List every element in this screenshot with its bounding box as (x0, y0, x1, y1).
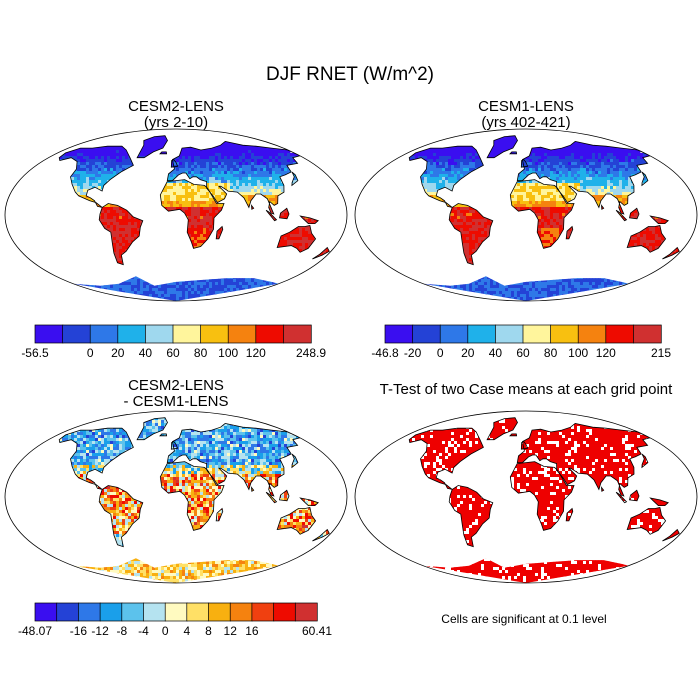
colorbar-tick-label: -20 (404, 346, 422, 360)
colorbar-swatch (186, 602, 210, 622)
colorbar-swatch (294, 602, 318, 622)
colorbar-tick-label: 60 (166, 346, 180, 360)
map-boundary (354, 128, 698, 302)
map-panel-p2 (354, 128, 698, 302)
colorbar-swatch (145, 324, 174, 344)
colorbar-swatch (255, 324, 285, 344)
colorbar-tick-label: 0 (87, 346, 94, 360)
colorbar-tick-label: 0 (162, 624, 169, 638)
data-cells (409, 417, 680, 583)
colorbar-swatch (633, 324, 662, 344)
panel-subtitle-difference: - CESM1-LENS (123, 394, 228, 410)
colorbar-tick-label: 20 (111, 346, 125, 360)
colorbar-tick-label: 120 (596, 346, 616, 360)
colorbar-swatch (164, 602, 188, 622)
colorbar-swatch (121, 602, 145, 622)
colorbar-swatch (34, 324, 64, 344)
colorbar-p1: -56.5 0 20 40 60 80 100 120 248.9 (21, 324, 326, 360)
colorbar-tick-label: 0 (437, 346, 444, 360)
coastlines (408, 417, 680, 548)
colorbar-tick-label: 40 (489, 346, 503, 360)
panel-title-cesm1: CESM1-LENS (478, 99, 574, 115)
figure-title: DJF RNET (W/m^2) (266, 64, 434, 86)
colorbar-tick-label: 12 (224, 624, 238, 638)
colorbar-tick-label: -8 (116, 624, 127, 638)
panel-subtitle-cesm2: (yrs 2-10) (144, 115, 208, 131)
colorbar-swatch (172, 324, 202, 344)
map-boundary (4, 128, 348, 302)
colorbar-swatch (522, 324, 552, 344)
coastlines (408, 135, 680, 266)
colorbar-swatch (495, 324, 524, 344)
significance-note: Cells are significant at 0.1 level (441, 612, 606, 626)
colorbar-swatch (605, 324, 635, 344)
colorbar-tick-label: 80 (194, 346, 208, 360)
map-panel-p4 (354, 410, 698, 584)
colorbar-swatch (550, 324, 579, 344)
colorbar-swatch (412, 324, 441, 344)
colorbar-swatch (384, 324, 414, 344)
colorbar-swatch (227, 324, 257, 344)
colorbar-swatch (439, 324, 469, 344)
colorbar-tick-label: -16 (70, 624, 88, 638)
colorbar-swatch (229, 602, 253, 622)
map-panel-p3 (4, 410, 348, 584)
colorbar-swatch (89, 324, 119, 344)
colorbar-tick-label: -12 (91, 624, 109, 638)
colorbar-p3: -48.07 -16 -12 -8 -4 0 4 8 12 16 60.41 (18, 602, 332, 638)
colorbar-swatch (467, 324, 497, 344)
colorbar-p2: -46.8 -20 0 20 40 60 80 100 120 215 (371, 324, 671, 360)
colorbar-swatch (78, 602, 101, 622)
data-cells (409, 135, 680, 301)
colorbar-swatch (143, 602, 166, 622)
colorbar-swatch (34, 602, 58, 622)
colorbar-tick-label: 100 (218, 346, 238, 360)
colorbar-tick-label: -46.8 (371, 346, 399, 360)
panel-title-difference: CESM2-LENS (128, 378, 224, 394)
colorbar-tick-label: 60 (516, 346, 530, 360)
colorbar-tick-label: 40 (139, 346, 153, 360)
colorbar-tick-label: 100 (568, 346, 588, 360)
data-cells (59, 417, 330, 583)
colorbar-swatch (283, 324, 312, 344)
colorbar-swatch (62, 324, 91, 344)
panel-title-ttest: T-Test of two Case means at each grid po… (380, 382, 673, 398)
map-panel-p1 (4, 128, 348, 302)
colorbar-tick-label: 80 (544, 346, 558, 360)
colorbar-tick-label: -4 (138, 624, 149, 638)
colorbar-tick-label: 4 (183, 624, 190, 638)
colorbar-swatch (273, 602, 296, 622)
colorbar-swatch (577, 324, 607, 344)
colorbar-tick-label: 215 (651, 346, 671, 360)
colorbar-tick-label: 248.9 (296, 346, 326, 360)
panel-title-cesm2: CESM2-LENS (128, 99, 224, 115)
colorbar-tick-label: 20 (461, 346, 475, 360)
colorbar-swatch (208, 602, 231, 622)
colorbar-swatch (117, 324, 147, 344)
colorbar-swatch (251, 602, 275, 622)
colorbar-swatch (99, 602, 123, 622)
colorbar-tick-label: -56.5 (21, 346, 49, 360)
map-boundary (4, 410, 348, 584)
colorbar-tick-label: 8 (205, 624, 212, 638)
colorbar-tick-label: 60.41 (302, 624, 332, 638)
colorbar-tick-label: -48.07 (18, 624, 52, 638)
map-boundary (354, 410, 698, 584)
panel-subtitle-cesm1: (yrs 402-421) (481, 115, 570, 131)
coastlines (58, 135, 330, 266)
data-cells (59, 135, 330, 301)
colorbar-tick-label: 120 (246, 346, 266, 360)
colorbar-tick-label: 16 (245, 624, 259, 638)
colorbar-swatch (56, 602, 80, 622)
coastlines (58, 417, 330, 548)
colorbar-swatch (200, 324, 229, 344)
